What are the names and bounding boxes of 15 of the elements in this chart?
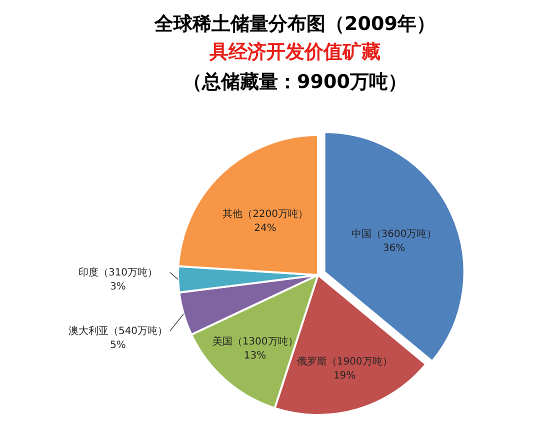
slice-label: 印度（310万吨）	[78, 266, 158, 278]
data-label: 13%	[244, 350, 266, 362]
chart-title: 全球稀土储量分布图（2009年）	[154, 13, 436, 35]
slice-label: 中国（3600万吨）	[351, 228, 437, 240]
data-label: 3%	[110, 281, 126, 292]
data-label: 19%	[333, 370, 356, 382]
data-label: 5%	[110, 340, 126, 352]
text: （总储藏量：9900万吨）	[183, 71, 407, 93]
data-label: 36%	[382, 243, 406, 254]
data-label: 24%	[254, 222, 276, 234]
slice-label: 俄罗斯（1900万吨）	[296, 355, 392, 368]
slice-label: 澳大利亚（540万吨）	[68, 325, 168, 338]
slice-label: 其他（2200万吨）	[222, 208, 308, 220]
chart-subtitle: 具经济开发价值矿藏	[208, 41, 380, 63]
slice-label: 美国（1300万吨）	[212, 335, 298, 348]
